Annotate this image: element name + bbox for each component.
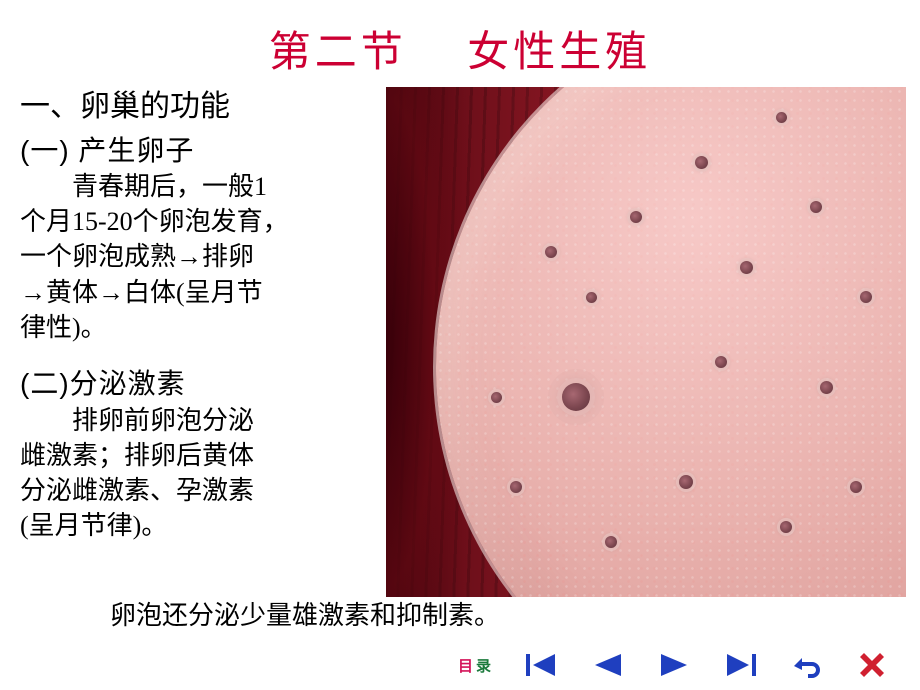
follicle-mature [562, 383, 590, 411]
follicle [860, 291, 872, 303]
para-1-line: 律性)。 [20, 310, 380, 345]
para-1-line: 个月15-20个卵泡发育， [20, 204, 380, 239]
next-slide-button[interactable] [654, 650, 694, 680]
text-column: 一、卵巢的功能 (一) 产生卵子 青春期后，一般1 个月15-20个卵泡发育， … [20, 87, 380, 597]
footer-sentence: 卵泡还分泌少量雄激素和抑制素。 [0, 595, 920, 632]
subheading-1: (一) 产生卵子 [20, 132, 380, 170]
follicle [491, 392, 502, 403]
para-1-line: 青春期后，一般1 [20, 169, 380, 204]
follicle [586, 292, 597, 303]
para-2-line: (呈月节律)。 [20, 508, 380, 543]
first-icon [525, 653, 559, 677]
return-button[interactable] [786, 650, 826, 680]
ovary-texture [436, 87, 906, 597]
nav-bar: 目录 [456, 650, 892, 680]
para-2-line: 分泌雌激素、孕激素 [20, 473, 380, 508]
close-icon [858, 651, 886, 679]
last-icon [723, 653, 757, 677]
prev-slide-button[interactable] [588, 650, 628, 680]
follicle [510, 481, 522, 493]
follicle [679, 475, 693, 489]
follicle [740, 261, 753, 274]
next-icon [657, 653, 691, 677]
first-slide-button[interactable] [522, 650, 562, 680]
prev-icon [591, 653, 625, 677]
follicle [810, 201, 822, 213]
heading-1: 一、卵巢的功能 [20, 87, 380, 128]
para-2-line: 雌激素；排卵后黄体 [20, 438, 380, 473]
content-row: 一、卵巢的功能 (一) 产生卵子 青春期后，一般1 个月15-20个卵泡发育， … [0, 79, 920, 597]
follicle [605, 536, 617, 548]
para-1-line: 一个卵泡成熟→排卵 [20, 239, 380, 274]
follicle [820, 381, 833, 394]
close-button[interactable] [852, 650, 892, 680]
follicle [715, 356, 727, 368]
ovary-body [436, 87, 906, 597]
follicle [776, 112, 787, 123]
follicle [850, 481, 862, 493]
toc-label-char: 目 [458, 659, 476, 675]
ovary-micrograph [386, 87, 906, 597]
follicle [545, 246, 557, 258]
para-1-line: →黄体→白体(呈月节 [20, 275, 380, 310]
figure-column [380, 87, 910, 597]
subheading-2: (二)分泌激素 [20, 365, 380, 403]
toc-label: 目录 [458, 655, 494, 676]
return-icon [788, 652, 824, 678]
toc-label-char: 录 [476, 659, 494, 675]
follicle [780, 521, 792, 533]
slide-title: 第二节 女性生殖 [0, 0, 920, 79]
toc-button[interactable]: 目录 [456, 650, 496, 680]
para-2-line: 排卵前卵泡分泌 [20, 403, 380, 438]
last-slide-button[interactable] [720, 650, 760, 680]
follicle [695, 156, 708, 169]
follicle [630, 211, 642, 223]
